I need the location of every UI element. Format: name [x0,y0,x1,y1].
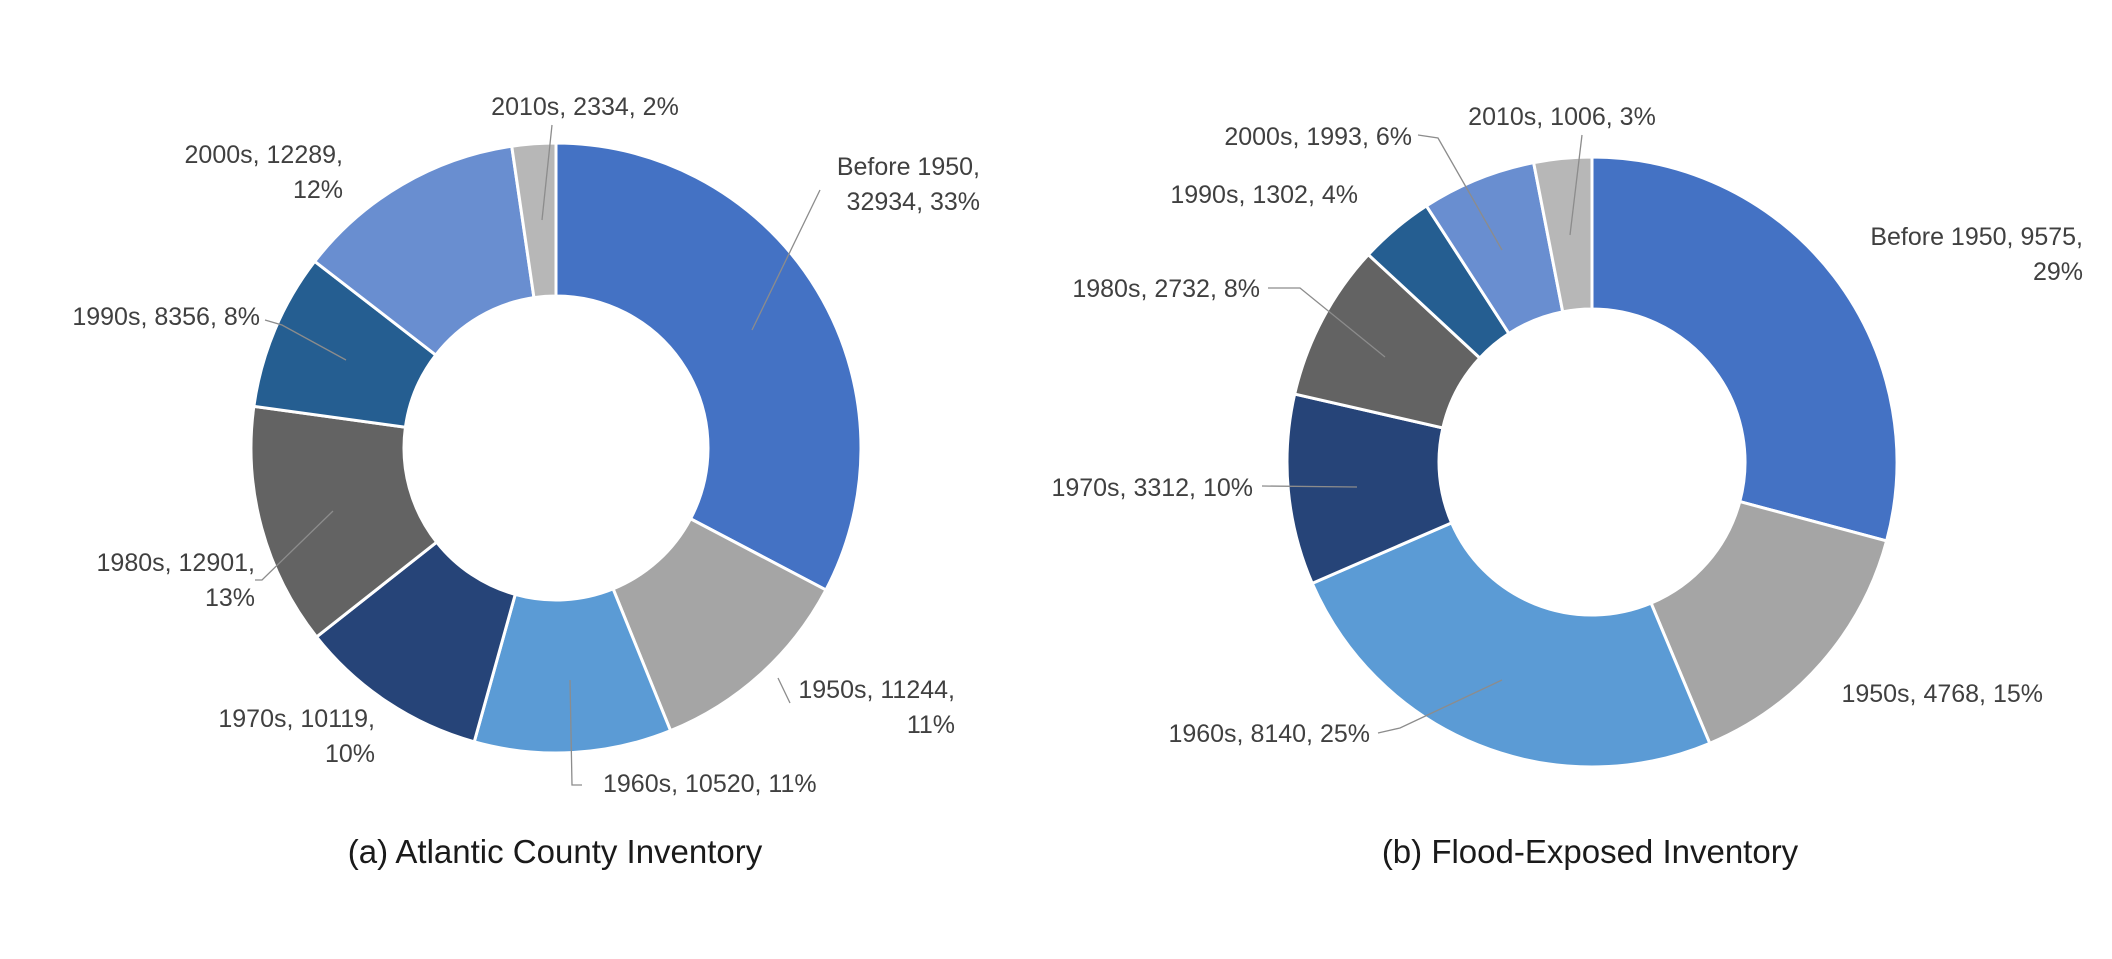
data-label-before-1950: Before 1950, 9575, 29% [1870,223,2083,286]
data-label-1970s: 1970s, 3312, 10% [1051,474,1253,502]
data-label-1950s: 1950s, 4768, 15% [1841,680,2043,708]
leader-line-1990s [264,319,347,361]
slice-1980s [249,404,439,640]
leader-line-2010s [541,124,553,221]
data-label-1980s: 1980s, 2732, 8% [1072,275,1260,303]
slice-before-1950 [554,141,863,593]
slice-1960s [1310,520,1712,769]
leader-line-1960s [569,679,582,786]
data-label-2010s: 2010s, 1006, 3% [1468,103,1656,131]
data-label-1970s: 1970s, 10119, 10% [218,705,375,768]
data-label-1960s: 1960s, 8140, 25% [1168,720,1370,748]
slice-1950s [1649,499,1889,746]
data-label-1960s: 1960s, 10520, 11% [603,770,817,798]
slice-2010s [1531,155,1594,314]
data-label-1950s: 1950s, 11244, 11% [798,676,955,739]
leader-line-1950s [777,677,791,704]
caption-flood-exposed: (b) Flood-Exposed Inventory [1382,833,1799,870]
donut-chart-atlantic-county: Before 1950, 32934, 33% 1950s, 11244, 11% 19… [72,93,980,798]
leader-line-1980s [1268,287,1386,358]
leader-line-1970s [1261,485,1358,488]
slice-before-1950 [1590,155,1899,543]
donut-chart-flood-exposed: Before 1950, 9575, 29% 1950s, 4768, 15% 196… [1051,103,2083,769]
leader-line-1980s [255,510,334,581]
data-label-2000s: 2000s, 1993, 6% [1224,123,1412,151]
data-label-1990s: 1990s, 8356, 8% [72,303,260,331]
caption-atlantic-county: (a) Atlantic County Inventory [348,833,763,870]
data-label-2000s: 2000s, 12289, 12% [185,141,343,204]
data-label-1980s: 1980s, 12901, 13% [97,549,255,612]
slice-2000s [312,144,536,358]
data-label-2010s: 2010s, 2334, 2% [491,93,679,121]
leader-line-2000s [1417,134,1503,251]
data-label-before-1950: Before 1950, 32934, 33% [837,153,980,216]
slice-2010s [510,141,558,300]
leader-line-before-1950 [751,189,821,331]
leader-line-1960s [1377,679,1503,734]
leader-line-2010s [1569,134,1583,236]
data-label-1990s: 1990s, 1302, 4% [1170,181,1358,209]
